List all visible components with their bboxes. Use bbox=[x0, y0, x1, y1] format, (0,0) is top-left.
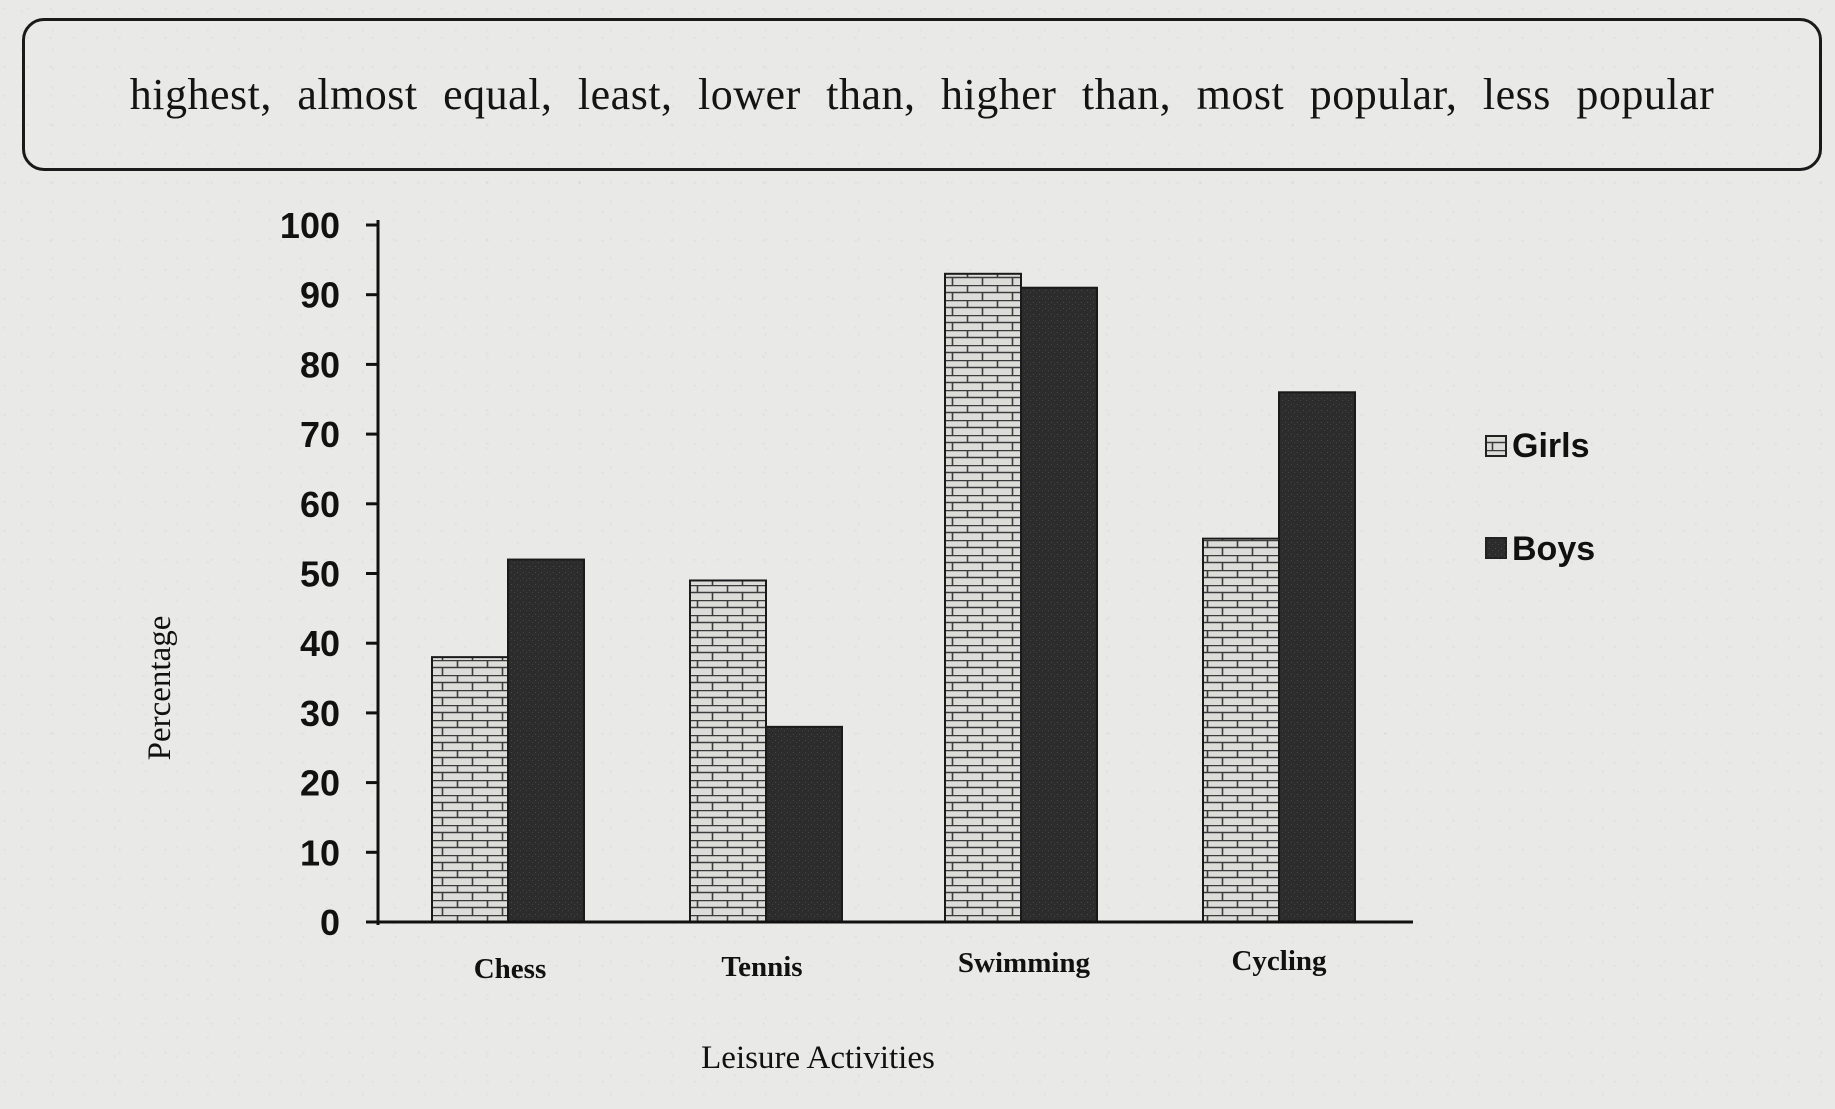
x-axis-title: Leisure Activities bbox=[701, 1040, 935, 1076]
y-tick-label: 80 bbox=[300, 344, 340, 385]
legend: Girls Boys bbox=[1485, 427, 1595, 568]
legend-label-girls: Girls bbox=[1512, 427, 1589, 465]
y-axis-ticks: 0 10 20 30 40 50 60 70 80 90 100 bbox=[280, 205, 378, 943]
word-box: highest, almost equal, least, lower than… bbox=[22, 18, 1822, 171]
legend-swatch-boys bbox=[1485, 537, 1507, 559]
y-tick-label: 40 bbox=[300, 623, 340, 664]
x-tick-label-cycling: Cycling bbox=[1231, 945, 1327, 977]
legend-label-boys: Boys bbox=[1512, 530, 1595, 568]
y-tick-label: 0 bbox=[320, 902, 340, 943]
x-axis-labels: Chess Tennis Swimming Cycling bbox=[474, 945, 1327, 985]
x-tick-label-swimming: Swimming bbox=[958, 947, 1091, 979]
y-axis-title: Percentage bbox=[142, 616, 178, 761]
y-tick-label: 70 bbox=[300, 414, 340, 455]
y-tick-label: 50 bbox=[300, 554, 340, 595]
x-tick-label-chess: Chess bbox=[474, 953, 547, 985]
y-tick-label: 20 bbox=[300, 763, 340, 804]
bar-boys-chess bbox=[507, 558, 585, 923]
word-list: highest, almost equal, least, lower than… bbox=[129, 70, 1715, 119]
bar-girls-chess bbox=[431, 656, 509, 923]
bars bbox=[431, 272, 1356, 924]
bar-girls-cycling bbox=[1202, 537, 1280, 924]
legend-swatch-girls bbox=[1485, 435, 1507, 457]
bar-boys-tennis bbox=[765, 725, 843, 924]
y-tick-label: 60 bbox=[300, 484, 340, 525]
x-tick-label-tennis: Tennis bbox=[721, 951, 802, 983]
y-tick-label: 90 bbox=[300, 275, 340, 316]
bar-boys-cycling bbox=[1278, 391, 1356, 923]
bar-girls-tennis bbox=[689, 579, 767, 923]
y-tick-label: 30 bbox=[300, 693, 340, 734]
bar-boys-swimming bbox=[1020, 286, 1098, 924]
bar-girls-swimming bbox=[944, 272, 1022, 924]
y-tick-label: 100 bbox=[280, 205, 340, 246]
y-tick-label: 10 bbox=[300, 832, 340, 873]
